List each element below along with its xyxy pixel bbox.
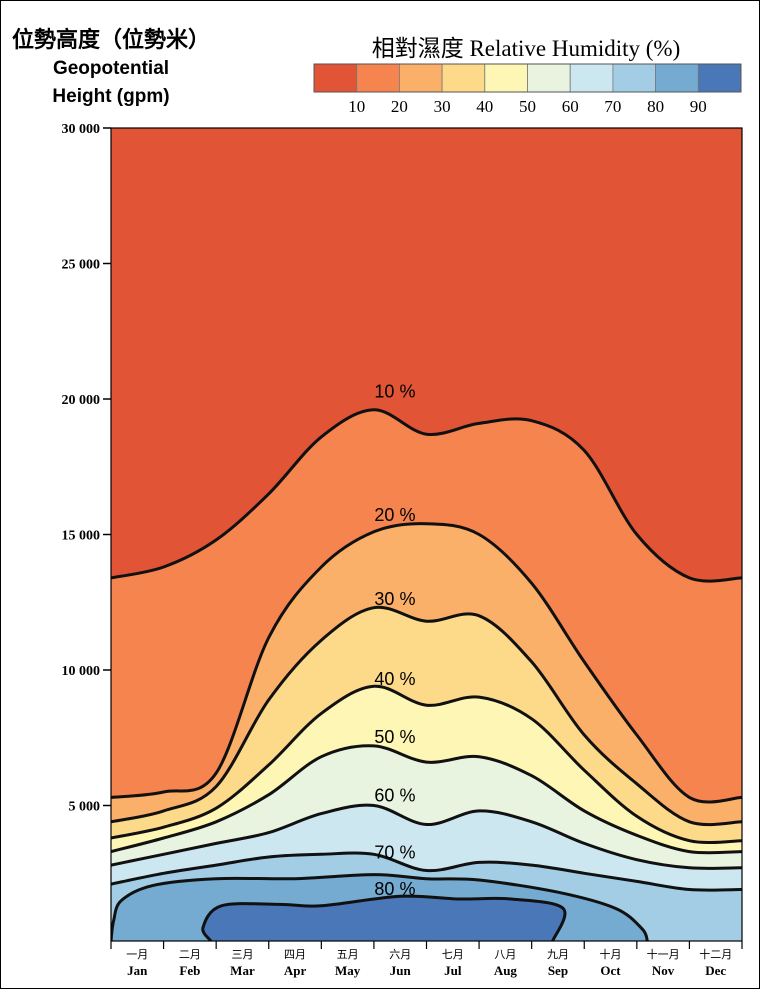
colorbar-swatch <box>612 63 657 93</box>
contour-line-70 <box>111 851 742 892</box>
x-tick-label-zh: 十一月 <box>647 947 680 961</box>
contour-line-50 <box>111 744 742 855</box>
x-tick-label-zh: 八月 <box>494 949 516 961</box>
colorbar-label: 20 <box>391 97 408 116</box>
x-tick-label: Mar <box>230 963 255 978</box>
contour-line-80 <box>111 873 649 941</box>
colorbar-swatch <box>313 63 358 93</box>
x-tick-label: Apr <box>284 963 307 978</box>
colorbar-swatch <box>356 63 400 93</box>
x-tick-label: Feb <box>179 963 200 978</box>
colorbar-border <box>313 63 742 93</box>
x-tick-label: Aug <box>494 963 518 978</box>
x-tick-label: Dec <box>705 963 726 978</box>
x-tick-label-zh: 十二月 <box>699 947 732 961</box>
contour-line-90 <box>201 894 567 941</box>
x-tick-label: Jun <box>390 963 412 978</box>
x-tick-label-zh: 九月 <box>547 948 569 961</box>
y-axis-title-en-2: Height (gpm) <box>52 86 169 107</box>
x-tick-label-zh: 三月 <box>231 949 253 961</box>
colorbar-label: 90 <box>690 97 707 116</box>
colorbar-swatch <box>398 63 443 93</box>
contour-label-70: 70 % <box>374 842 415 862</box>
x-tick-label: Oct <box>600 963 621 978</box>
x-tick-label-zh: 十月 <box>600 947 622 961</box>
colorbar-swatch <box>697 63 742 93</box>
contour-line-40 <box>111 684 742 845</box>
x-tick-label-zh: 六月 <box>389 948 411 961</box>
contour-line-30 <box>111 605 742 827</box>
contour-line-20 <box>111 522 742 804</box>
contour-label-50: 50 % <box>374 727 415 747</box>
x-tick-label: Jul <box>444 963 462 978</box>
y-tick-label: 10 000 <box>62 664 101 679</box>
contour-labels: 10 % 20 % 30 % 40 % 50 % 60 % 70 % 80 % <box>374 382 415 899</box>
contour-label-80: 80 % <box>374 879 415 899</box>
x-tick-label: Sep <box>548 963 568 978</box>
y-tick-label: 5 000 <box>69 800 101 815</box>
contour-label-60: 60 % <box>374 785 415 805</box>
x-tick-label-zh: 一月 <box>126 949 148 961</box>
x-tick-label: May <box>335 963 361 978</box>
colorbar-label: 70 <box>604 97 621 116</box>
colorbar-label: 40 <box>476 97 493 116</box>
plot-area <box>111 128 742 941</box>
contour-line-10 <box>111 408 742 583</box>
x-tick-label-zh: 四月 <box>284 949 306 961</box>
colorbar-swatch <box>441 63 486 93</box>
contour-label-40: 40 % <box>374 669 415 689</box>
x-tick-label: Jan <box>127 963 148 978</box>
y-axis-title-en-1: Geopotential <box>53 58 169 79</box>
colorbar-label: 10 <box>348 97 365 116</box>
y-axis-title-zh: 位勢高度（位勢米） <box>12 27 210 52</box>
x-axis: 一月 Jan 二月 Feb 三月 Mar 四月 Apr 五月 May 六月 Jun 七月 Jul 八月 Aug… <box>110 941 743 978</box>
colorbar-swatch <box>655 63 699 93</box>
x-tick-label-zh: 五月 <box>337 949 359 961</box>
colorbar-label: 80 <box>647 97 664 116</box>
chart-title: 相對濕度 Relative Humidity (%) <box>372 36 681 61</box>
contour-label-30: 30 % <box>374 589 415 609</box>
y-tick-label: 30 000 <box>62 122 101 137</box>
colorbar-swatch <box>484 63 528 93</box>
contour-label-10: 10 % <box>374 382 415 402</box>
contour-label-20: 20 % <box>374 505 415 525</box>
colorbar-swatch <box>527 63 571 93</box>
x-tick-label-zh: 二月 <box>179 949 201 961</box>
y-tick-label: 25 000 <box>62 258 101 273</box>
colorbar: 10 20 30 40 50 60 70 80 90 <box>313 63 742 116</box>
contour-lines <box>111 408 742 941</box>
x-tick-label: Nov <box>652 963 675 978</box>
colorbar-swatch <box>569 63 614 93</box>
colorbar-label: 30 <box>434 97 451 116</box>
colorbar-label: 60 <box>562 97 579 116</box>
y-tick-label: 15 000 <box>62 529 101 544</box>
x-tick-label-zh: 七月 <box>442 948 464 961</box>
colorbar-label: 50 <box>519 97 536 116</box>
y-axis: 5 000 10 000 15 000 20 000 25 000 30 000 <box>62 122 111 815</box>
contour-line-60 <box>111 803 742 870</box>
y-tick-label: 20 000 <box>62 393 101 408</box>
band-fill-90 <box>202 896 565 941</box>
